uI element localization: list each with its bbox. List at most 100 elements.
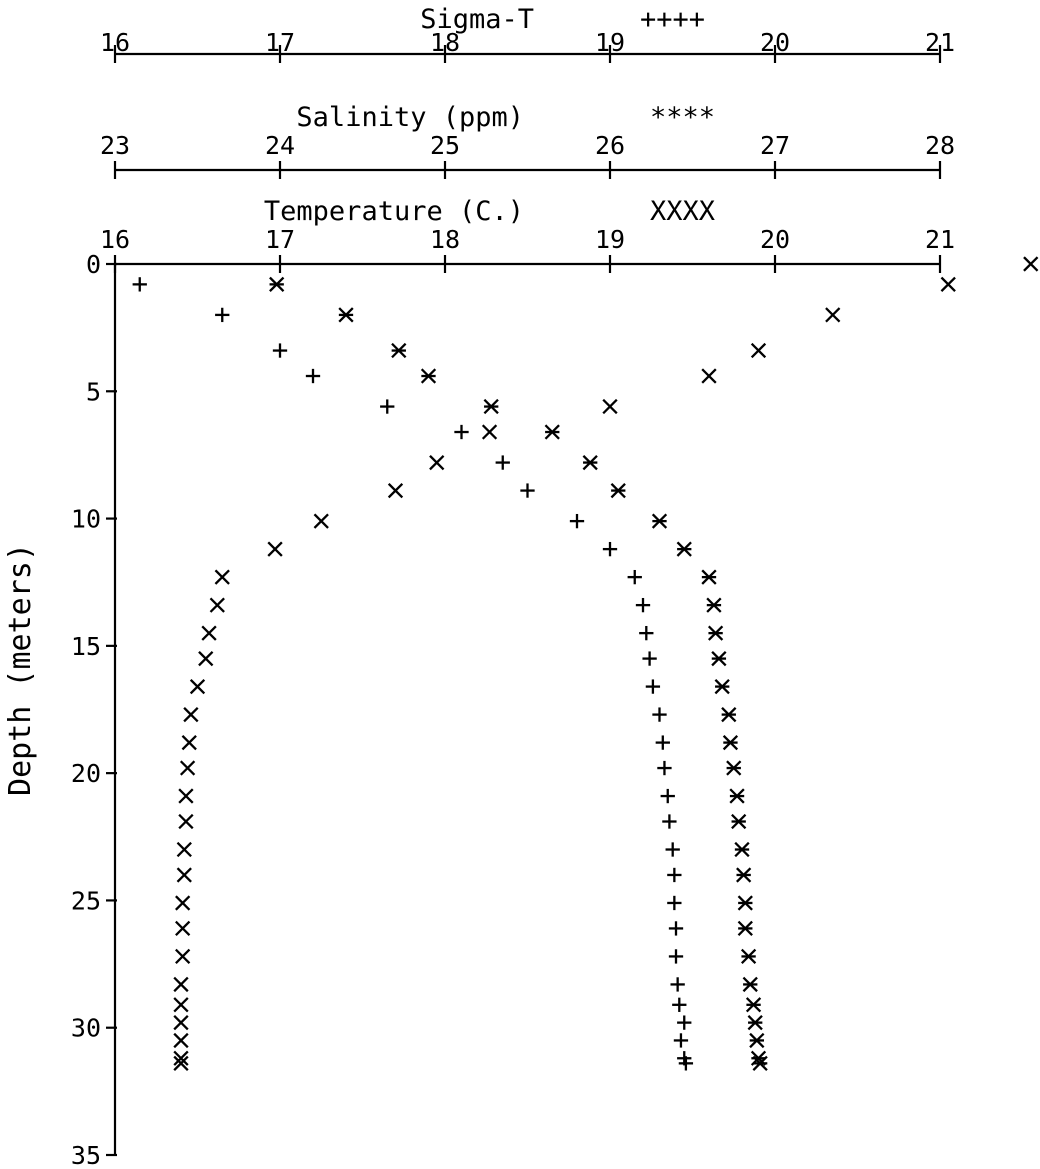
data-point-asterisk	[740, 948, 757, 965]
data-point-asterisk	[391, 342, 407, 359]
data-point-asterisk	[737, 920, 753, 937]
sigma-tick-label: 18	[430, 28, 460, 57]
data-point-x	[176, 867, 192, 883]
salinity-series	[269, 276, 768, 1071]
data-point-plus	[642, 651, 657, 666]
data-point-x	[175, 920, 191, 937]
data-point-asterisk	[651, 513, 668, 529]
data-point-plus	[667, 867, 682, 883]
data-point-asterisk	[737, 895, 753, 911]
data-point-asterisk	[749, 1032, 765, 1049]
data-point-x	[940, 276, 956, 292]
temperature-tick-label: 19	[595, 225, 625, 254]
data-point-x	[429, 454, 445, 471]
salinity-tick-label: 25	[430, 131, 460, 160]
data-point-plus	[569, 513, 585, 529]
data-point-x	[178, 813, 194, 830]
data-point-asterisk	[722, 734, 739, 751]
data-point-x	[175, 895, 191, 911]
data-point-plus	[673, 1033, 689, 1048]
depth-axis: 0 5 10 15 20 25 30 35 Depth (meters)	[3, 250, 117, 1169]
data-point-plus	[662, 814, 677, 829]
data-point-plus	[668, 949, 684, 964]
data-point-x	[183, 706, 199, 723]
salinity-axis: 23 24 25 26 27 28 Salinity (ppm) ****	[100, 102, 955, 179]
data-point-plus	[678, 1056, 694, 1071]
salinity-tick-label: 27	[760, 131, 790, 160]
data-point-asterisk	[736, 867, 752, 883]
data-point-plus	[380, 399, 395, 414]
data-point-asterisk	[707, 625, 724, 641]
data-point-x	[181, 734, 197, 751]
data-point-plus	[665, 842, 680, 857]
sigma-axis-title: Sigma-T	[420, 4, 534, 35]
sigma-legend-symbols: ++++	[640, 4, 705, 35]
depth-tick-label: 0	[86, 250, 101, 279]
data-point-plus	[520, 483, 535, 498]
data-point-asterisk	[745, 997, 762, 1013]
data-point-plus	[652, 707, 667, 722]
sigma-series	[132, 277, 694, 1071]
temperature-tick-label: 16	[100, 225, 130, 254]
data-point-asterisk	[711, 650, 727, 667]
data-point-x	[750, 342, 767, 359]
salinity-legend-symbols: ****	[650, 102, 715, 133]
data-point-asterisk	[269, 276, 285, 292]
data-point-plus	[672, 997, 687, 1012]
data-point-plus	[132, 277, 147, 292]
data-point-x	[701, 368, 717, 384]
sigma-tick-label: 17	[265, 28, 295, 57]
data-point-plus	[655, 735, 670, 750]
data-point-asterisk	[726, 760, 742, 776]
data-point-asterisk	[706, 597, 722, 613]
data-point-asterisk	[701, 569, 717, 585]
data-point-x	[214, 569, 230, 585]
data-point-plus	[495, 455, 510, 470]
data-point-x	[481, 424, 498, 440]
data-point-asterisk	[420, 368, 437, 384]
sigma-tick-label: 20	[760, 28, 790, 57]
data-point-plus	[677, 1015, 692, 1030]
data-point-x	[173, 1050, 189, 1066]
salinity-tick-label: 23	[100, 131, 130, 160]
depth-tick-label: 20	[71, 759, 101, 788]
depth-tick-label: 25	[71, 886, 101, 915]
temperature-series	[173, 256, 1039, 1071]
sigma-tick-label: 21	[925, 28, 955, 57]
data-point-x	[173, 1055, 189, 1071]
data-point-x	[173, 1032, 189, 1049]
temperature-tick-label: 21	[925, 225, 955, 254]
data-point-x	[178, 788, 194, 804]
data-point-x	[173, 1014, 189, 1031]
data-point-x	[179, 760, 196, 776]
data-point-asterisk	[714, 678, 730, 695]
data-point-plus	[668, 921, 684, 936]
data-point-x	[198, 650, 214, 667]
data-point-asterisk	[582, 454, 598, 471]
salinity-tick-label: 24	[265, 131, 295, 160]
data-point-plus	[272, 343, 288, 358]
data-point-asterisk	[731, 813, 747, 830]
data-point-plus	[660, 788, 675, 804]
data-point-x	[175, 948, 191, 965]
temperature-axis: 16 17 18 19 20 21 Temperature (C.) XXXX	[100, 196, 955, 273]
depth-tick-label: 35	[71, 1141, 101, 1169]
data-point-plus	[602, 541, 618, 557]
data-point-x	[189, 678, 206, 695]
temperature-tick-label: 18	[430, 225, 460, 254]
data-marks	[132, 256, 1039, 1071]
depth-tick-label: 15	[71, 632, 101, 661]
data-point-asterisk	[721, 706, 737, 723]
data-point-plus	[657, 760, 672, 776]
data-point-asterisk	[338, 307, 354, 323]
data-point-x	[173, 997, 189, 1013]
data-point-plus	[635, 597, 651, 613]
data-point-asterisk	[610, 482, 626, 499]
sigma-tick-label: 16	[100, 28, 130, 57]
depth-tick-label: 30	[71, 1014, 101, 1043]
data-point-asterisk	[729, 788, 745, 804]
data-point-x	[825, 307, 841, 323]
data-point-x	[173, 976, 189, 993]
data-point-plus	[667, 895, 682, 911]
data-point-plus	[305, 368, 321, 384]
